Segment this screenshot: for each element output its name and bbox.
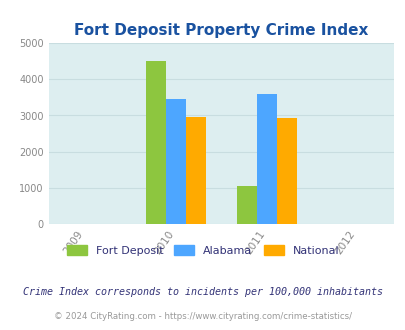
Bar bbox=[145, 61, 166, 224]
Bar bbox=[166, 99, 185, 224]
Bar bbox=[185, 117, 205, 224]
Title: Fort Deposit Property Crime Index: Fort Deposit Property Crime Index bbox=[74, 22, 368, 38]
Legend: Fort Deposit, Alabama, National: Fort Deposit, Alabama, National bbox=[62, 241, 343, 260]
Text: Crime Index corresponds to incidents per 100,000 inhabitants: Crime Index corresponds to incidents per… bbox=[23, 287, 382, 297]
Text: © 2024 CityRating.com - https://www.cityrating.com/crime-statistics/: © 2024 CityRating.com - https://www.city… bbox=[54, 312, 351, 321]
Bar bbox=[276, 118, 296, 224]
Bar bbox=[236, 186, 256, 224]
Bar bbox=[256, 94, 276, 224]
